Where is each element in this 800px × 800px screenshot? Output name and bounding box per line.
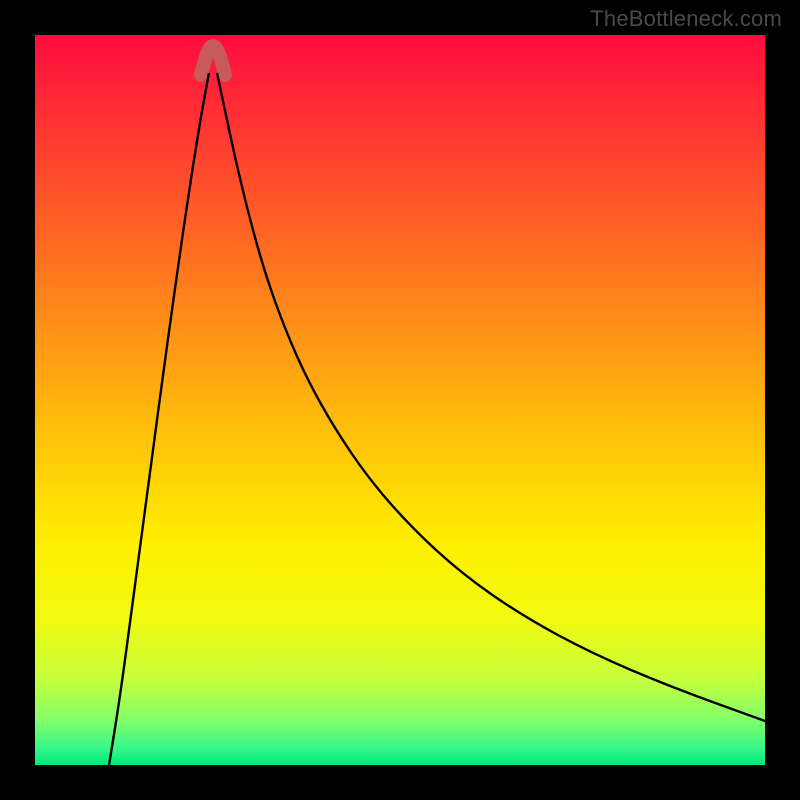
curve-right-branch bbox=[217, 73, 765, 721]
curve-layer bbox=[35, 35, 765, 765]
curve-left-branch bbox=[109, 73, 209, 765]
chart-container: TheBottleneck.com bbox=[0, 0, 800, 800]
plot-area bbox=[35, 35, 765, 765]
valley-marker bbox=[201, 46, 225, 75]
watermark-text: TheBottleneck.com bbox=[590, 6, 782, 32]
